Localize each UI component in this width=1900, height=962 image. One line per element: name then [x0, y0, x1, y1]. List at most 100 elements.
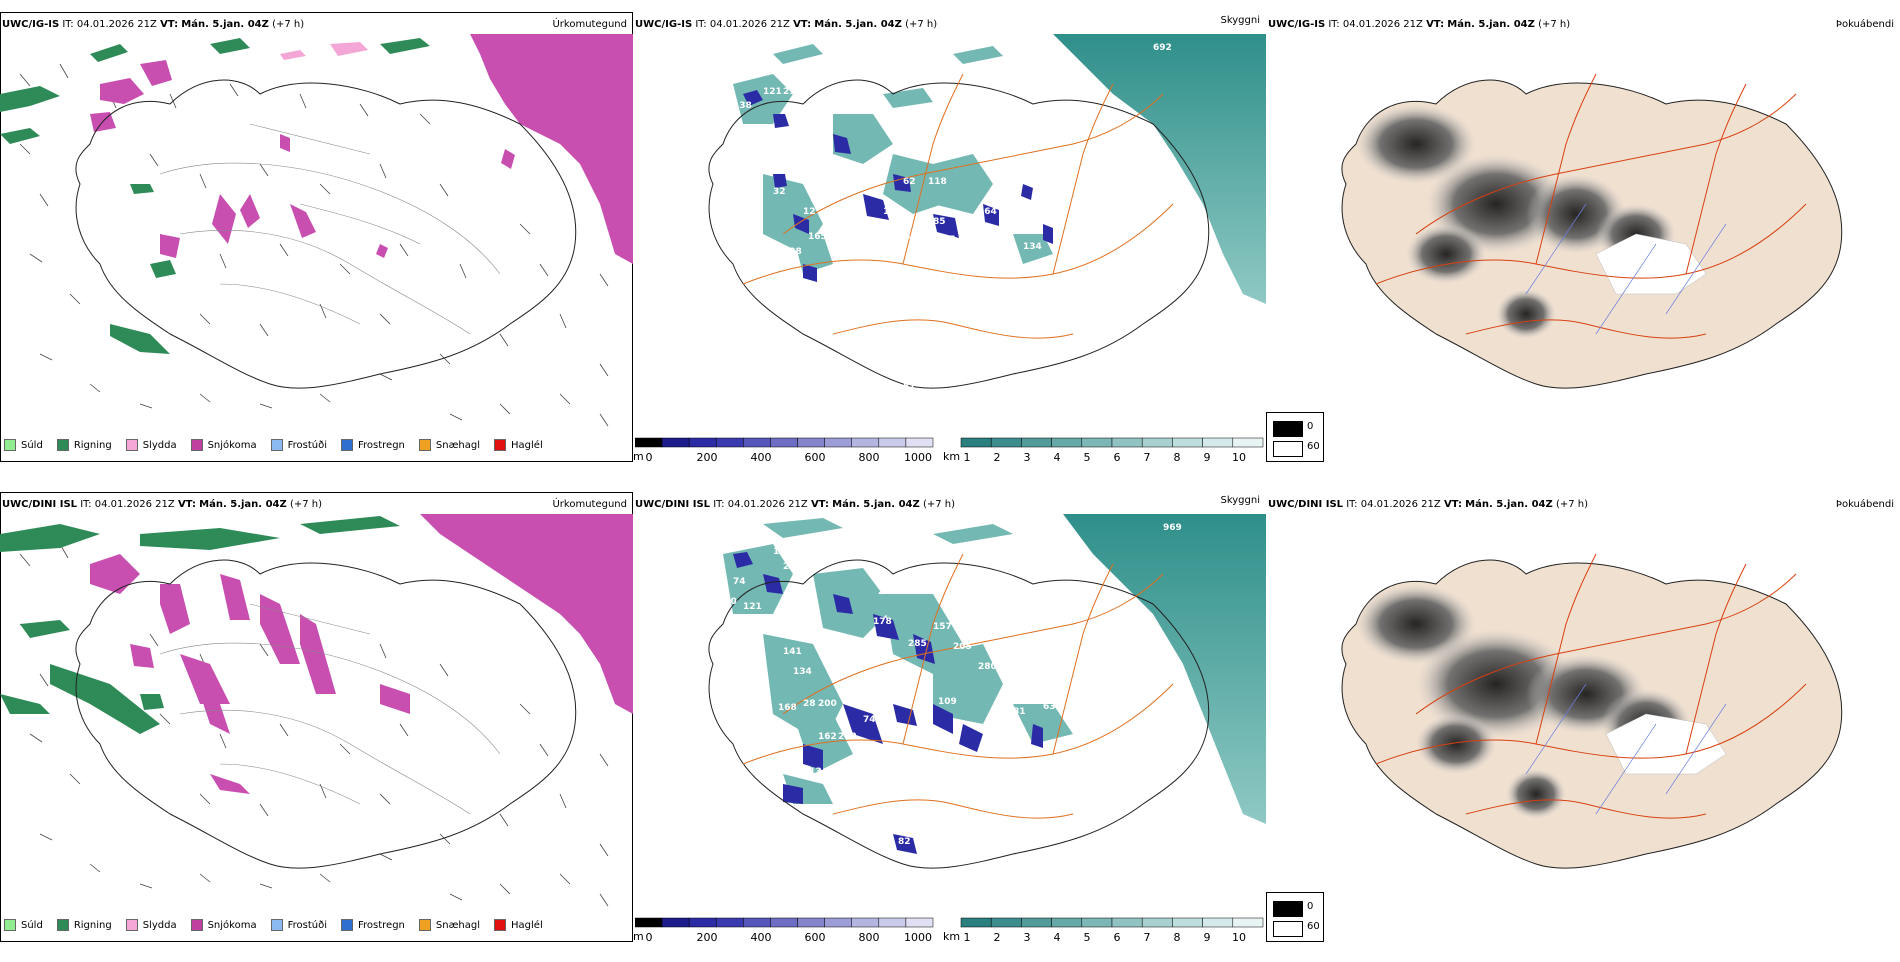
legend-item: Slydda — [125, 439, 177, 451]
colorbar-swatch — [824, 917, 852, 928]
visibility-label: 130 — [933, 549, 952, 559]
tick-label: 4 — [1053, 451, 1061, 464]
rain-areas — [0, 516, 400, 734]
visibility-label: 221 — [783, 562, 802, 572]
legend-swatch — [494, 919, 507, 931]
visibility-label: 46 — [858, 695, 871, 705]
visibility-label: 141 — [783, 647, 802, 657]
colorbar-swatch — [824, 437, 852, 448]
colorbar-swatch — [770, 437, 798, 448]
tick-label: 3 — [1023, 931, 1031, 944]
panel-header: UWC/IG-IS IT: 04.01.2026 21Z VT: Mán. 5.… — [2, 19, 631, 33]
iceland-outline — [75, 559, 577, 869]
visibility-colorbar-svg — [960, 437, 1264, 448]
road-network — [742, 73, 1174, 339]
legend-label: Rigning — [73, 439, 112, 451]
iceland-outline — [708, 559, 1210, 869]
visibility-label: 165 — [808, 232, 827, 242]
legend-item: Snjókoma — [190, 919, 257, 931]
colorbar-swatch — [851, 917, 880, 928]
colorbar-swatch — [661, 917, 690, 928]
visibility-label: 134 — [1023, 242, 1042, 252]
fog-legend-label: 60 — [1307, 921, 1320, 932]
colorbar-unit: km — [943, 450, 961, 463]
colorbar-swatch — [1081, 437, 1113, 448]
tick-label: 10 — [1232, 931, 1246, 944]
visibility-label: 969 — [1163, 523, 1182, 533]
legend-item: Frostúði — [270, 919, 327, 931]
visibility-label: 279 — [758, 622, 777, 632]
colorbar-swatch — [990, 437, 1022, 448]
tick-label: 400 — [750, 451, 772, 464]
tick-label: 400 — [750, 931, 772, 944]
snow-areas — [90, 60, 515, 258]
fog-legend-swatch — [1273, 921, 1303, 937]
visibility-label: 75 — [943, 235, 956, 245]
tick-label: 1 — [963, 931, 971, 944]
visibility-label: 72 — [898, 697, 911, 707]
tick-label: 7 — [1143, 931, 1151, 944]
it-label: IT: — [80, 499, 92, 510]
colorbar-swatch — [770, 917, 798, 928]
colorbar-swatch — [878, 917, 907, 928]
legend-item: Frostregn — [341, 919, 405, 931]
panel-header: UWC/IG-IS IT: 04.01.2026 21Z VT: Mán. 5.… — [635, 15, 1264, 33]
visibility-label: 62 — [868, 821, 881, 831]
teal-patches — [733, 44, 1053, 274]
visibility-label: 121 — [743, 602, 762, 612]
tick-label: 600 — [804, 451, 826, 464]
it-value: 04.01.2026 21Z — [94, 499, 175, 510]
cloud-base-colorbar-svg — [635, 437, 934, 448]
tick-label: 10 — [1232, 451, 1246, 464]
tick-label: 2 — [993, 451, 1001, 464]
colorbar-swatch — [1202, 917, 1234, 928]
fog-legend: 0 60 — [1266, 892, 1324, 942]
tick-label: 200 — [696, 931, 718, 944]
legend-label: Frostregn — [358, 919, 405, 931]
visibility-label: 118 — [928, 177, 947, 187]
road-network — [1375, 73, 1807, 339]
visibility-label: 134 — [793, 667, 812, 677]
tick-label: 3 — [1023, 451, 1031, 464]
legend-item: Haglél — [494, 919, 543, 931]
visibility-label: 12 — [793, 157, 806, 167]
visibility-label: 280 — [978, 662, 997, 672]
precip-map — [0, 34, 633, 427]
legend-label: Haglél — [511, 439, 543, 451]
legend-item: Frostúði — [270, 439, 327, 451]
visibility-label: 138 — [783, 247, 802, 257]
fog-legend-swatch — [1273, 441, 1303, 457]
visibility-label: 200 — [818, 699, 837, 709]
fog-map — [1341, 73, 1843, 389]
legend-swatch — [494, 439, 507, 451]
tick-label: 4 — [1053, 931, 1061, 944]
visibility-label: 157 — [933, 622, 952, 632]
panel-frame — [0, 492, 633, 942]
legend-item: Súld — [4, 439, 43, 451]
visibility-label: 232 — [878, 587, 897, 597]
tick-label: 0 — [645, 451, 653, 464]
visibility-label: 135 — [773, 547, 792, 557]
panel-header: UWC/DINI ISL IT: 04.01.2026 21Z VT: Mán.… — [2, 499, 631, 513]
tick-label: 1000 — [904, 931, 932, 944]
visibility-label: 72 — [873, 247, 886, 257]
fog-legend-swatch — [1273, 901, 1303, 917]
legend-swatch — [125, 919, 138, 931]
legend-swatch — [270, 439, 283, 451]
visibility-label: 88 — [853, 272, 866, 282]
tick-label: 9 — [1203, 931, 1211, 944]
visibility-colorbar-svg — [960, 917, 1264, 928]
visibility-label: 285 — [908, 639, 927, 649]
colorbar-swatch — [960, 437, 992, 448]
legend-label: Haglél — [511, 919, 543, 931]
colorbar-swatch — [635, 437, 663, 448]
row-dini-isl: UWC/DINI ISL IT: 04.01.2026 21Z VT: Mán.… — [0, 492, 1900, 962]
vt-value: Mán. 5.jan. 04Z — [832, 499, 920, 510]
visibility-label: 112 — [748, 127, 767, 137]
tick-label: 9 — [1203, 451, 1211, 464]
sea-teal-area — [1053, 34, 1266, 304]
it-value: 04.01.2026 21Z — [727, 499, 808, 510]
it-value: 04.01.2026 21Z — [1360, 499, 1441, 510]
visibility-label: 170 — [718, 597, 737, 607]
panel-title: Þokuábendi — [1835, 19, 1894, 30]
